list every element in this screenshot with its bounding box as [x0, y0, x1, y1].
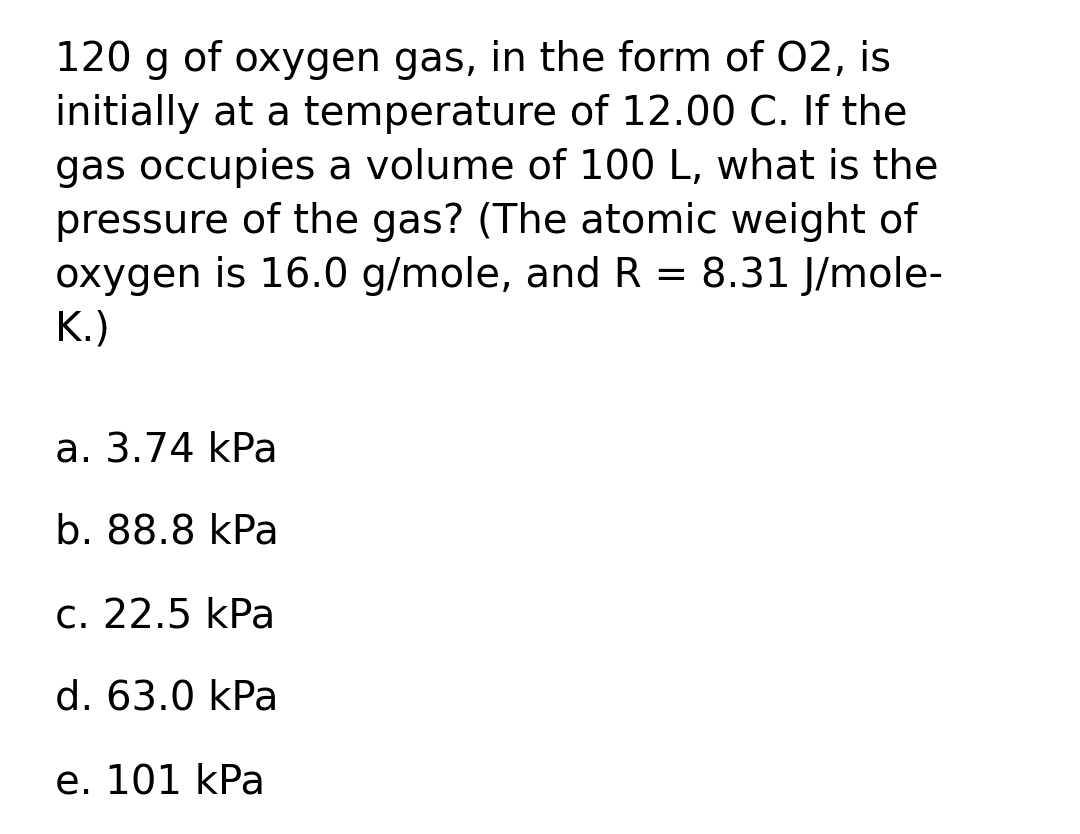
Text: e. 101 kPa: e. 101 kPa	[55, 762, 265, 802]
Text: b. 88.8 kPa: b. 88.8 kPa	[55, 513, 279, 553]
Text: d. 63.0 kPa: d. 63.0 kPa	[55, 679, 279, 719]
Text: c. 22.5 kPa: c. 22.5 kPa	[55, 596, 275, 636]
Text: 120 g of oxygen gas, in the form of O2, is
initially at a temperature of 12.00 C: 120 g of oxygen gas, in the form of O2, …	[55, 40, 943, 349]
Text: a. 3.74 kPa: a. 3.74 kPa	[55, 430, 278, 470]
